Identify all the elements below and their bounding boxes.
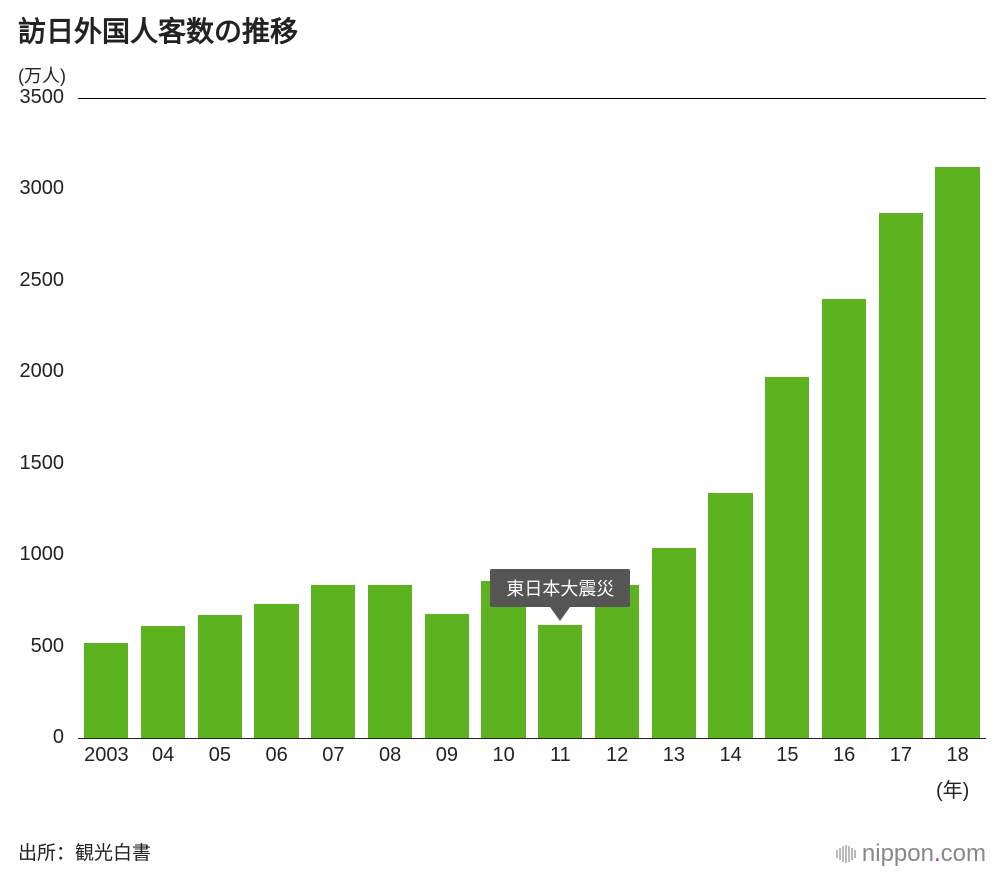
x-tick-label: 13 [646, 744, 703, 767]
chart-bar [652, 548, 696, 738]
x-tick-label: 06 [248, 744, 305, 767]
x-tick-label: 08 [362, 744, 419, 767]
x-tick-label: 11 [532, 744, 589, 767]
chart-bar [935, 167, 979, 738]
chart-bar [254, 604, 298, 738]
x-tick-label: 05 [192, 744, 249, 767]
x-tick-label: 18 [929, 744, 986, 767]
x-tick-label: 07 [305, 744, 362, 767]
y-tick-label: 0 [0, 726, 64, 749]
chart-bar [368, 585, 412, 738]
x-tick-label: 09 [419, 744, 476, 767]
x-tick-label: 16 [816, 744, 873, 767]
y-tick-label: 500 [0, 635, 64, 658]
x-tick-label: 17 [873, 744, 930, 767]
annotation-callout: 東日本大震災 [490, 569, 630, 621]
chart-bar [538, 625, 582, 738]
x-axis-unit-label: (年) [936, 774, 969, 803]
nippon-logo: nippon.com [836, 840, 986, 868]
callout-label: 東日本大震災 [490, 569, 630, 607]
y-axis-unit-label: (万人) [18, 62, 66, 88]
x-tick-label: 12 [589, 744, 646, 767]
chart-bar [141, 626, 185, 738]
chart-bar [708, 493, 752, 738]
y-tick-label: 3500 [0, 86, 64, 109]
y-tick-label: 2500 [0, 269, 64, 292]
x-tick-label: 15 [759, 744, 816, 767]
chart-bar [311, 585, 355, 738]
logo-text-prefix: nippon [862, 840, 934, 868]
chart-title: 訪日外国人客数の推移 [18, 10, 298, 50]
y-tick-label: 3000 [0, 177, 64, 200]
chart-bar [765, 377, 809, 738]
x-tick-label: 04 [135, 744, 192, 767]
x-axis-line [78, 738, 986, 739]
y-tick-label: 1500 [0, 452, 64, 475]
x-tick-label: 10 [475, 744, 532, 767]
logo-bars-icon [836, 845, 856, 863]
source-text: 出所：観光白書 [18, 838, 151, 865]
chart-bar [822, 299, 866, 738]
x-tick-label: 14 [702, 744, 759, 767]
y-tick-label: 2000 [0, 360, 64, 383]
chart-bar [425, 614, 469, 738]
logo-text-suffix: com [941, 840, 986, 868]
chart-bar [879, 213, 923, 738]
logo-dot-icon: . [934, 840, 941, 868]
top-grid-line [78, 98, 986, 99]
y-tick-label: 1000 [0, 543, 64, 566]
chart-bar [198, 615, 242, 738]
callout-arrow-icon [550, 607, 570, 621]
chart-bar [84, 643, 128, 738]
x-tick-label: 2003 [78, 744, 135, 767]
